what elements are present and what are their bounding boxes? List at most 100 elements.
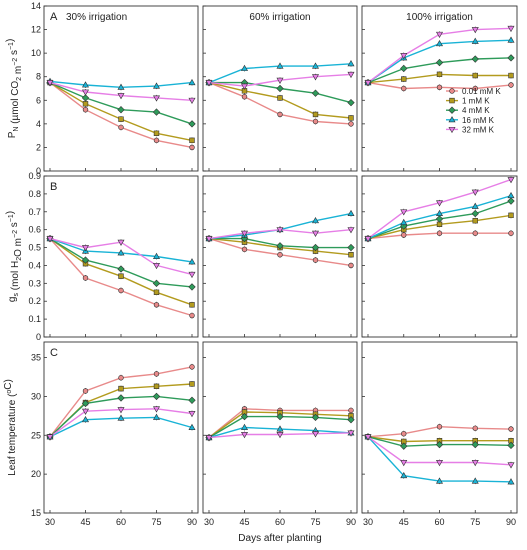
data-point-s3-x90 [507,441,515,450]
legend-marker-4 [448,116,456,123]
data-point-s5-x90 [188,97,196,105]
data-point-s4-x45 [240,423,249,430]
data-point-s5-x30 [46,236,54,243]
data-point-s4-x60 [435,477,444,484]
data-point-s2-x60 [118,273,124,279]
x-axis-label: Days after planting [238,533,321,544]
data-point-s3-x60 [435,440,444,449]
data-point-s4-x90 [188,423,196,430]
data-point-s2-x75 [153,383,160,390]
data-point-s2-x90 [508,72,514,79]
data-point-s5-x45 [240,83,249,90]
data-point-s5-x90 [188,271,196,279]
data-point-s5-x90 [507,177,515,184]
data-point-s4-x45 [400,471,408,479]
data-point-s3-x45 [400,442,408,450]
data-point-s1-x90 [508,82,514,88]
data-point-s4-x75 [152,82,161,89]
data-point-s4-x60 [276,62,284,69]
data-point-s3-x60 [276,412,284,421]
data-point-s3-x45 [81,399,90,408]
data-point-s4-x90 [507,36,515,43]
data-point-s3-x45 [240,234,249,243]
data-point-s5-x30 [205,236,213,243]
data-point-s3-x90 [347,416,355,424]
data-point-s3-x75 [311,243,320,252]
data-point-s3-x90 [188,283,196,291]
y-tick-label: 35 [31,353,41,363]
data-point-s5-x90 [347,430,355,437]
data-point-s1-x75 [472,425,478,431]
data-point-s2-x75 [153,289,160,295]
data-point-s1-x75 [153,302,160,308]
data-point-s3-x60 [276,242,284,250]
legend-entry-2: 1 mM K [462,97,490,106]
data-point-s2-x90 [348,115,354,121]
panel-r2-c2 [202,175,358,338]
x-tick-label: 60 [275,517,285,527]
panel-r3-c2: 30 45 60 75 90 [202,341,358,527]
data-point-s4-x75 [311,216,320,224]
y-axis-label-part: −2 [12,230,19,238]
data-point-s1-x45 [241,246,248,253]
x-tick-label: 90 [187,517,197,527]
data-point-s1-x60 [118,375,124,381]
data-point-s2-x60 [436,221,443,227]
y-axis-label-part: P [7,131,18,138]
panel-r2-c3 [361,175,518,338]
data-point-s2-x90 [189,381,195,387]
y-axis-label-part: −1 [8,42,15,50]
y-axis-label-part: 2 [16,77,23,81]
data-point-s2-x45 [82,101,89,107]
y-axis-label-part: s [9,222,20,230]
data-point-s1-x45 [82,275,89,281]
y-tick-label: 0.1 [28,314,41,324]
y-axis-label-part: C) [3,379,14,390]
data-point-s4-x60 [276,425,284,432]
data-point-s4-x90 [347,60,355,67]
y-axis-label-part: −1 [8,214,15,222]
y-tick-label: 0 [36,166,41,176]
y-tick-label: 15 [31,508,41,518]
y-axis-label-part: s [13,293,20,297]
data-point-s3-x90 [188,120,196,128]
y-axis-label-C: Leaf temperature (oC) [3,379,18,476]
data-point-s3-x60 [435,58,444,67]
x-tick-label: 45 [399,517,409,527]
panel-frame [43,175,199,338]
data-point-s5-x60 [117,239,125,246]
data-point-s5-x75 [471,27,479,34]
data-point-s1-x75 [472,85,478,92]
data-point-s5-x60 [435,31,444,39]
data-point-s1-x90 [348,262,354,269]
data-point-s5-x45 [240,230,249,237]
y-tick-label: 0.9 [28,171,41,181]
y-tick-label: 0.4 [28,260,41,270]
legend-marker-2 [449,97,455,104]
data-point-s4-x90 [188,258,196,265]
data-point-s1-x90 [189,364,195,370]
data-point-s5-x60 [435,460,444,467]
data-point-s4-x75 [152,413,161,420]
data-point-s2-x45 [401,438,407,445]
data-point-s2-x45 [401,76,407,82]
column-title-2: 60% irrigation [249,12,310,23]
data-point-s3-x75 [152,392,161,401]
data-point-s3-x45 [400,64,408,73]
panel-r2-c1: 0 0.1 0.2 0.3 0.4 0.5 0.6 0.7 0.8 0.9 B [28,171,199,342]
x-tick-label: 75 [310,517,320,527]
y-axis-label-part: (mol H [10,261,21,293]
data-point-s4-x75 [311,62,320,69]
data-point-s5-x30 [205,80,213,87]
data-point-s1-x75 [153,371,160,377]
data-point-s4-x90 [188,78,196,86]
data-point-s1-x45 [401,85,407,92]
y-axis-label-part: Leaf temperature ( [7,393,18,476]
data-point-s1-x90 [508,230,514,236]
data-point-s2-x75 [312,111,319,118]
x-tick-label: 90 [346,517,356,527]
data-point-s4-x60 [117,249,125,256]
data-point-s1-x60 [118,287,124,294]
data-point-s2-x90 [189,302,195,308]
data-point-s5-x75 [152,262,161,270]
